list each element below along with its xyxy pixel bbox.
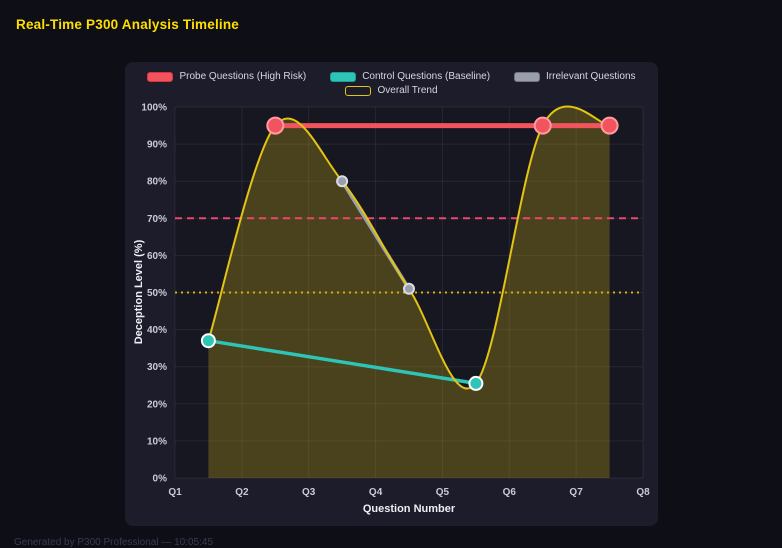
x-tick-label: Q5 [436, 487, 450, 498]
legend-row: Probe Questions (High Risk) Control Quest… [147, 71, 636, 82]
y-tick-label: 70% [147, 214, 167, 225]
data-point-marker-irrelevant[interactable] [403, 282, 415, 295]
data-point-marker-probe[interactable] [600, 116, 619, 135]
y-tick-label: 0% [153, 474, 168, 485]
legend-item-trend[interactable]: Overall Trend [345, 85, 438, 96]
legend-label: Control Questions (Baseline) [362, 71, 491, 82]
y-tick-label: 100% [141, 103, 167, 114]
x-tick-label: Q3 [302, 487, 316, 498]
legend-row: Overall Trend [345, 85, 438, 96]
x-tick-label: Q4 [369, 487, 383, 498]
y-tick-label: 50% [147, 288, 167, 299]
legend-item-irrelevant[interactable]: Irrelevant Questions [514, 71, 636, 82]
y-tick-label: 20% [147, 399, 167, 410]
page-title: Real-Time P300 Analysis Timeline [16, 17, 240, 32]
legend-swatch-icon [345, 85, 372, 96]
y-tick-label: 90% [147, 140, 167, 151]
data-point-marker-control[interactable] [468, 375, 484, 391]
y-tick-label: 60% [147, 251, 167, 262]
legend-swatch-icon [514, 71, 541, 82]
chart-panel: Probe Questions (High Risk) Control Quest… [125, 62, 658, 526]
data-point-marker-irrelevant[interactable] [336, 175, 349, 188]
legend-item-control[interactable]: Control Questions (Baseline) [330, 71, 490, 82]
series-line-control [206, 338, 478, 386]
legend-label: Probe Questions (High Risk) [179, 71, 307, 82]
x-tick-label: Q6 [503, 487, 517, 498]
y-tick-label: 80% [147, 177, 167, 188]
footer-note: Generated by P300 Professional — 10:05:4… [14, 537, 214, 548]
y-tick-label: 10% [147, 436, 167, 447]
x-tick-label: Q1 [168, 487, 182, 498]
legend-label: Irrelevant Questions [546, 71, 636, 82]
chart-legend: Probe Questions (High Risk) Control Quest… [125, 71, 658, 96]
y-tick-label: 40% [147, 325, 167, 336]
data-point-marker-probe[interactable] [533, 116, 552, 135]
timeline-chart: Q1 Q2 Q3 Q4 Q5 Q6 Q7 Q8 0% 10% 20% 30% 40% 50% 60% 70% 8… [141, 103, 650, 499]
legend-item-probe[interactable]: Probe Questions (High Risk) [147, 71, 306, 82]
data-point-marker-control[interactable] [200, 333, 216, 349]
x-tick-label: Q7 [569, 487, 583, 498]
y-axis-title: Deception Level (%) [133, 239, 145, 345]
legend-label: Overall Trend [377, 85, 438, 96]
legend-swatch-icon [330, 71, 357, 82]
legend-swatch-icon [147, 71, 174, 82]
x-tick-label: Q8 [636, 487, 650, 498]
data-point-marker-probe[interactable] [266, 116, 285, 135]
x-tick-label: Q2 [235, 487, 249, 498]
x-axis-title: Question Number [362, 503, 456, 515]
y-tick-label: 30% [147, 362, 167, 373]
